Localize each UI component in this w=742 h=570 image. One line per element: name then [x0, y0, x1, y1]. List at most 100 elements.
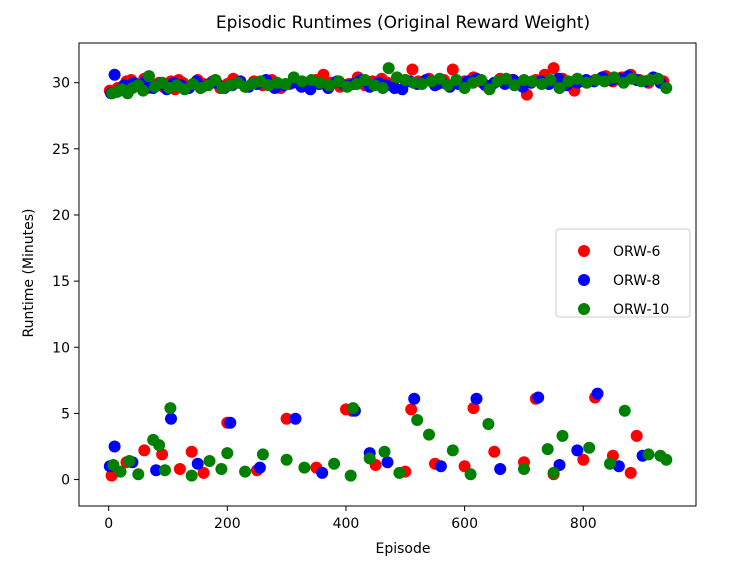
data-point — [256, 448, 269, 461]
x-tick-label: 0 — [104, 516, 113, 532]
data-point — [618, 404, 631, 417]
data-point — [625, 72, 638, 85]
y-axis-label: Runtime (Minutes) — [21, 209, 37, 338]
data-point — [608, 71, 621, 84]
data-point — [313, 76, 326, 89]
data-point — [446, 444, 459, 457]
data-point — [642, 448, 655, 461]
data-point — [494, 463, 507, 475]
data-point — [591, 387, 604, 400]
data-point — [197, 466, 210, 479]
data-point — [156, 448, 169, 461]
y-tick-label: 5 — [61, 406, 70, 422]
data-point — [500, 72, 513, 85]
series-orw-10 — [106, 62, 673, 482]
data-point — [604, 457, 616, 470]
data-point — [393, 466, 406, 479]
data-point — [518, 463, 530, 475]
data-point — [132, 468, 145, 481]
data-point — [328, 457, 341, 470]
data-point — [556, 429, 569, 442]
data-point — [279, 78, 292, 90]
data-point — [526, 75, 539, 88]
data-point — [406, 63, 419, 76]
data-point — [344, 469, 357, 482]
legend-marker — [578, 245, 590, 257]
data-point — [396, 83, 409, 96]
data-point — [215, 463, 228, 475]
data-point — [470, 392, 483, 405]
data-point — [239, 465, 252, 478]
y-tick-label: 20 — [52, 208, 70, 224]
legend-label: ORW-8 — [613, 273, 660, 289]
data-point — [532, 391, 545, 404]
data-point — [137, 84, 150, 97]
legend-marker — [578, 303, 590, 315]
x-axis-label: Episode — [376, 541, 431, 557]
data-point — [467, 402, 480, 415]
y-tick-label: 10 — [52, 340, 70, 356]
data-point — [341, 80, 354, 93]
data-point — [624, 466, 637, 479]
data-point — [547, 62, 560, 75]
data-point — [359, 74, 371, 86]
y-tick-label: 15 — [52, 274, 70, 290]
data-point — [433, 72, 446, 85]
x-axis-ticks: 0 200 400 600 800 — [104, 506, 597, 532]
data-point — [508, 79, 521, 92]
data-point — [488, 445, 501, 458]
data-point — [203, 455, 216, 467]
data-point — [143, 70, 155, 83]
data-point — [323, 79, 336, 92]
y-tick-label: 0 — [61, 473, 70, 489]
data-point — [123, 455, 136, 467]
data-point — [378, 445, 391, 458]
chart-title: Episodic Runtimes (Original Reward Weigh… — [216, 13, 590, 33]
data-point — [547, 466, 560, 479]
data-point — [221, 447, 234, 460]
data-point — [164, 402, 177, 415]
data-point — [464, 468, 477, 481]
data-point — [408, 392, 421, 405]
data-point — [304, 83, 317, 96]
data-point — [173, 463, 186, 475]
data-point — [583, 441, 596, 454]
x-tick-label: 600 — [451, 516, 478, 532]
data-point — [652, 72, 664, 85]
data-point — [475, 74, 488, 86]
data-points — [103, 62, 673, 482]
data-point — [482, 418, 495, 430]
legend-marker — [578, 274, 590, 286]
y-tick-label: 25 — [52, 142, 70, 158]
data-point — [580, 76, 593, 89]
data-point — [415, 78, 428, 90]
plot-area-frame — [78, 42, 697, 507]
data-point — [296, 75, 309, 88]
x-tick-label: 800 — [570, 516, 597, 532]
data-point — [298, 461, 311, 474]
data-point — [382, 62, 395, 75]
data-point — [660, 453, 673, 466]
data-point — [185, 469, 198, 482]
data-point — [159, 464, 171, 477]
data-point — [191, 457, 204, 470]
data-point — [630, 429, 643, 442]
data-point — [280, 453, 293, 466]
data-point — [114, 465, 127, 478]
data-point — [224, 416, 237, 429]
data-point — [405, 403, 418, 416]
data-point — [423, 428, 435, 441]
data-point — [598, 75, 611, 88]
data-point — [544, 74, 557, 86]
data-point — [434, 460, 447, 473]
y-axis-ticks: 0 5 10 15 20 25 30 — [52, 76, 79, 489]
data-point — [253, 461, 266, 474]
data-point — [363, 452, 376, 465]
data-point — [446, 63, 459, 76]
data-point — [381, 456, 394, 469]
data-point — [450, 74, 463, 86]
data-point — [571, 72, 584, 85]
legend-label: ORW-6 — [613, 244, 661, 260]
